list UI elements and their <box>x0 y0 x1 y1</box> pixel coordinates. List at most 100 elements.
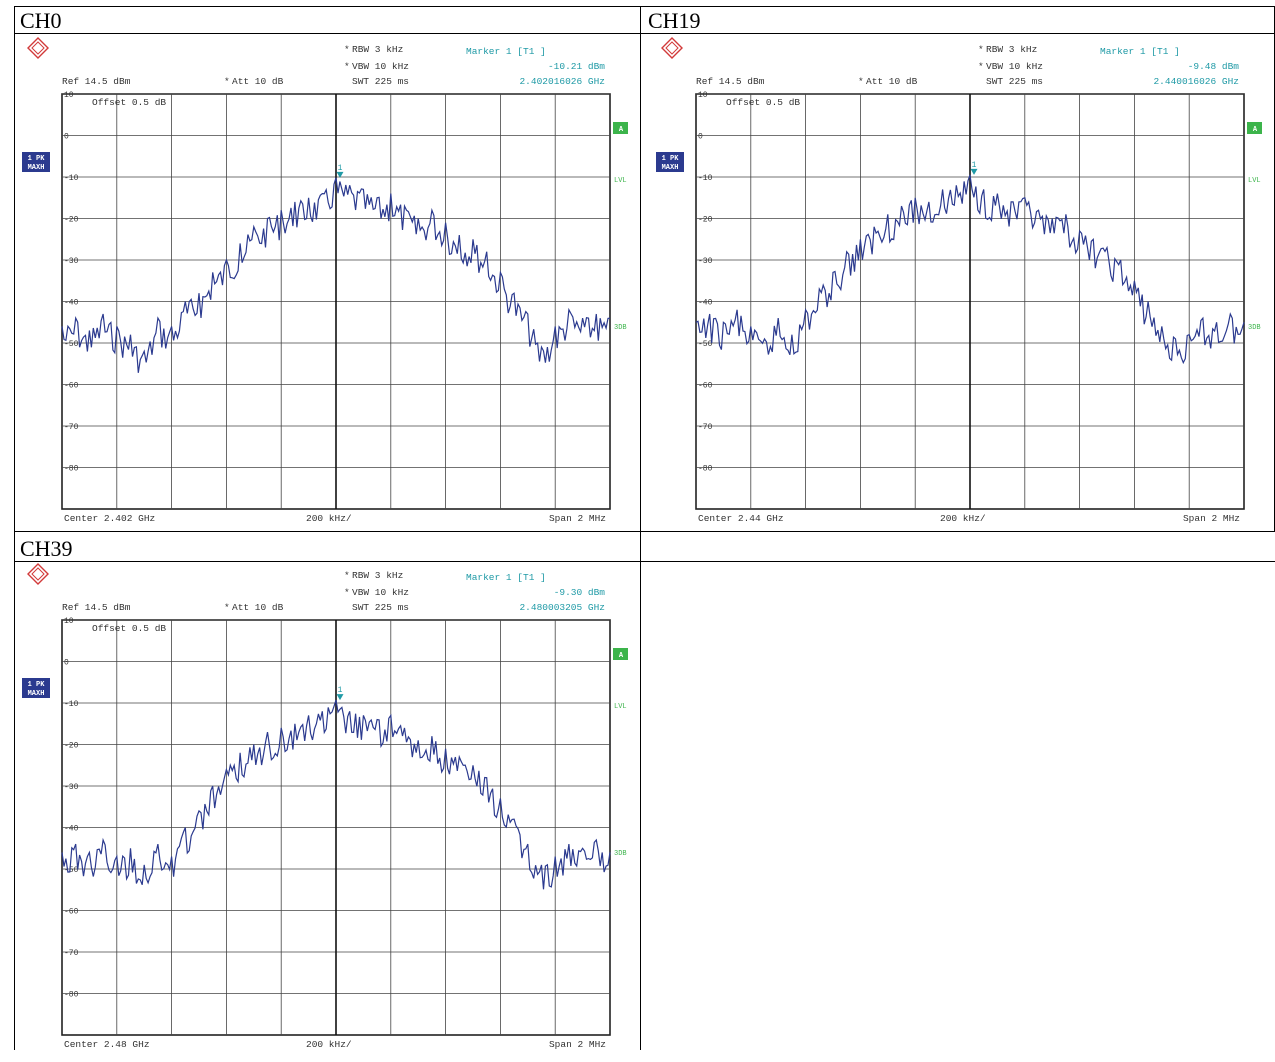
rbw-label: RBW 3 kHz <box>986 44 1037 55</box>
center-frequency-label: Center 2.44 GHz <box>698 513 784 524</box>
cell-title-ch19: CH19 <box>648 8 701 33</box>
side-indicator-3db: 3DB <box>614 850 627 858</box>
y-tick-label: -80 <box>64 991 79 1000</box>
ref-level-label: Ref 14.5 dBm <box>62 602 131 613</box>
y-tick-label: -30 <box>64 257 79 266</box>
side-indicator-3db: 3DB <box>614 324 627 332</box>
per-division-label: 200 kHz/ <box>306 1039 352 1050</box>
y-tick-label: 10 <box>698 91 708 100</box>
star-icon: * <box>978 61 984 72</box>
marker-number: 1 <box>972 161 977 170</box>
side-indicator-a: A <box>1253 126 1258 134</box>
marker-title: Marker 1 [T1 ] <box>466 46 546 57</box>
y-tick-label: -30 <box>64 783 79 792</box>
ref-level-label: Ref 14.5 dBm <box>696 76 765 87</box>
y-tick-label: 0 <box>64 659 69 668</box>
marker-frequency: 2.480003205 GHz <box>519 602 605 613</box>
star-icon: * <box>344 44 350 55</box>
trace-label-mode: 1 PK <box>662 155 680 163</box>
logo-diamond-outer <box>27 563 49 585</box>
star-icon: * <box>224 602 230 613</box>
offset-label: Offset 0.5 dB <box>92 97 166 108</box>
span-label: Span 2 MHz <box>549 513 606 524</box>
y-tick-label: -70 <box>64 949 79 958</box>
logo-diamond-inner <box>31 567 45 581</box>
offset-label: Offset 0.5 dB <box>92 623 166 634</box>
star-icon: * <box>344 61 350 72</box>
trace-label-bg <box>22 152 50 172</box>
y-tick-label: -20 <box>64 742 79 751</box>
y-tick-label: -20 <box>64 216 79 225</box>
star-icon: * <box>858 76 864 87</box>
rbw-label: RBW 3 kHz <box>352 44 403 55</box>
y-tick-label: -60 <box>64 382 79 391</box>
marker-triangle-icon <box>970 168 978 175</box>
per-division-label: 200 kHz/ <box>306 513 352 524</box>
trace-label-bg <box>656 152 684 172</box>
cell-title-ch39: CH39 <box>20 536 73 561</box>
star-icon: * <box>224 76 230 87</box>
trace-label-mode: 1 PK <box>28 155 46 163</box>
center-frequency-label: Center 2.48 GHz <box>64 1039 150 1050</box>
offset-label: Offset 0.5 dB <box>726 97 800 108</box>
attenuation-label: Att 10 dB <box>866 76 918 87</box>
y-tick-label: -50 <box>64 340 79 349</box>
y-tick-label: -80 <box>64 465 79 474</box>
y-tick-label: -40 <box>64 299 79 308</box>
star-icon: * <box>978 44 984 55</box>
y-tick-label: -60 <box>698 382 713 391</box>
trace-label-detector: MAXH <box>662 164 679 172</box>
y-tick-label: -20 <box>698 216 713 225</box>
marker-triangle-icon <box>336 694 344 701</box>
rohde-schwarz-logo-icon <box>661 37 683 59</box>
star-icon: * <box>344 570 350 581</box>
y-tick-label: -10 <box>698 174 713 183</box>
attenuation-label: Att 10 dB <box>232 76 284 87</box>
side-indicator-lvl: LVL <box>1248 177 1261 185</box>
star-icon: * <box>344 587 350 598</box>
per-division-label: 200 kHz/ <box>940 513 986 524</box>
trace-label-detector: MAXH <box>28 164 45 172</box>
ref-level-label: Ref 14.5 dBm <box>62 76 131 87</box>
rohde-schwarz-logo-icon <box>27 563 49 585</box>
spectrum-panel-ch39: * RBW 3 kHz * VBW 10 kHz SWT 225 ms Ref 14.5 … <box>16 562 629 1062</box>
spectrum-panel-ch0: * RBW 3 kHz * VBW 10 kHz SWT 225 ms Ref 14.5 … <box>16 36 629 536</box>
trace-label-bg <box>22 678 50 698</box>
marker-number: 1 <box>338 164 343 173</box>
logo-diamond-outer <box>661 37 683 59</box>
swt-label: SWT 225 ms <box>986 76 1043 87</box>
y-tick-label: -10 <box>64 700 79 709</box>
marker-title: Marker 1 [T1 ] <box>466 572 546 583</box>
table-border-top <box>14 6 1275 7</box>
swt-label: SWT 225 ms <box>352 76 409 87</box>
trace-label-mode: 1 PK <box>28 681 46 689</box>
marker-number: 1 <box>338 686 343 695</box>
vbw-label: VBW 10 kHz <box>986 61 1043 72</box>
side-indicator-a-bg <box>1247 122 1263 134</box>
side-indicator-3db: 3DB <box>1248 324 1261 332</box>
table-border-mid <box>14 531 1275 532</box>
y-tick-label: -40 <box>64 825 79 834</box>
marker-frequency: 2.440016026 GHz <box>1153 76 1239 87</box>
y-tick-label: -30 <box>698 257 713 266</box>
logo-diamond-inner <box>665 41 679 55</box>
y-tick-label: -70 <box>698 423 713 432</box>
marker-title: Marker 1 [T1 ] <box>1100 46 1180 57</box>
marker-level: -9.48 dBm <box>1188 61 1240 72</box>
y-tick-label: -60 <box>64 908 79 917</box>
side-indicator-lvl: LVL <box>614 177 627 185</box>
marker-triangle-icon <box>336 171 344 178</box>
y-tick-label: 0 <box>64 133 69 142</box>
table-border-left <box>14 6 15 1050</box>
y-tick-label: -70 <box>64 423 79 432</box>
logo-diamond-inner <box>31 41 45 55</box>
rbw-label: RBW 3 kHz <box>352 570 403 581</box>
spectrum-panel-ch19: * RBW 3 kHz * VBW 10 kHz SWT 225 ms Ref 14.5 … <box>650 36 1263 536</box>
y-tick-label: 0 <box>698 133 703 142</box>
span-label: Span 2 MHz <box>549 1039 606 1050</box>
